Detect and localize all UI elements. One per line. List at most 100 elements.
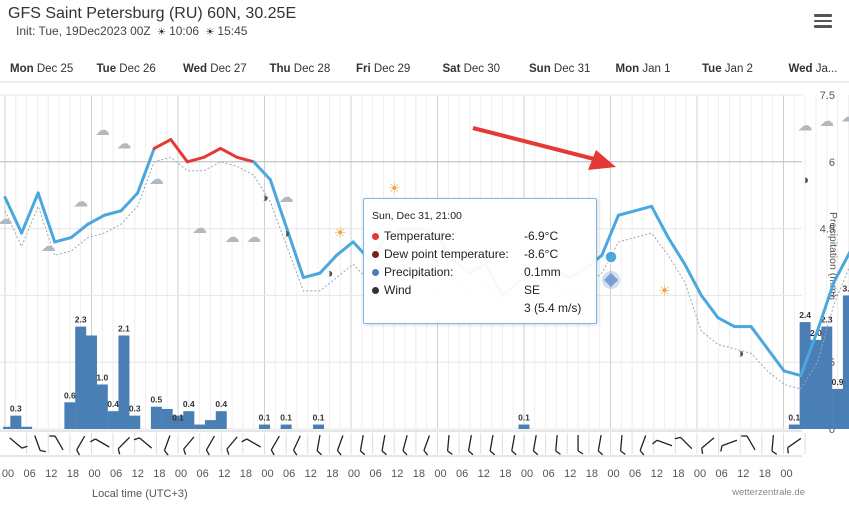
wind-barb-shaft (183, 436, 195, 450)
wind-barb-flag (555, 450, 561, 455)
temperature-line-segment (799, 329, 819, 378)
day-label: Mon Dec 25 (10, 63, 73, 75)
temperature-line-segment (318, 253, 339, 275)
temperature-line-segment (53, 236, 73, 244)
temperature-line-segment (600, 213, 620, 257)
wind-barb (9, 437, 28, 449)
wind-barb-shaft (771, 434, 775, 452)
wind-barb (117, 436, 131, 455)
moon-cloud-icon: ◑ (282, 226, 290, 241)
hour-tick-label: 12 (391, 468, 403, 480)
temperature-line-segment (815, 280, 836, 333)
wind-barb-flag (511, 450, 517, 456)
hour-tick-label: 00 (261, 468, 273, 480)
hour-tick-label: 06 (283, 468, 295, 480)
wind-barb (652, 439, 673, 447)
hour-tick-label: 12 (305, 468, 317, 480)
precip-bar (280, 424, 292, 429)
wind-barb-flag (49, 435, 56, 437)
sun-icon: ☀ (658, 282, 671, 298)
hour-tick-label: 06 (456, 468, 468, 480)
wind-barb-shaft (270, 435, 280, 451)
tooltip-label-wind: Wind (384, 283, 412, 297)
temperature-line-segment (766, 347, 786, 373)
precip-bar (10, 415, 22, 429)
wind-barb-shaft (381, 435, 386, 451)
wind-barb (423, 435, 431, 456)
temperature-line-segment (169, 138, 189, 164)
wind-barb-shaft (597, 435, 602, 451)
precip-bar (842, 295, 849, 429)
hour-tick-label: 18 (67, 468, 79, 480)
wind-barb-shaft (292, 435, 301, 451)
tooltip-label-precipitation: Precipitation: (384, 265, 454, 279)
day-label: Tue Jan 2 (702, 63, 753, 75)
hour-tick-label: 12 (737, 468, 749, 480)
precip-value-label: 3.0 (842, 283, 849, 293)
wind-barb-flag (336, 450, 342, 456)
wind-barb (619, 434, 626, 455)
temperature-line-segment (3, 195, 24, 235)
wind-barb-flag (205, 449, 210, 456)
precip-value-label: 0.9 (832, 377, 844, 387)
tooltip-value-wind-speed: 3 (5.4 m/s) (524, 301, 582, 315)
hour-tick-label: 00 (780, 468, 792, 480)
wind-barb-flag (76, 449, 81, 456)
temperature-line-segment (69, 222, 90, 240)
wind-barb-shaft (467, 435, 472, 451)
wind-barb-shaft (680, 436, 693, 450)
temperature-line-segment (616, 209, 637, 217)
temperature-line-segment (683, 262, 703, 297)
y2-tick-label: 0 (829, 424, 835, 436)
temperature-line-segment (666, 236, 687, 266)
init-line: Init: Tue, 19Dec2023 00Z ☀ 10:06 ☀ 15:45 (16, 24, 247, 38)
moon-cloud-icon: ◑ (325, 266, 333, 281)
temperature-line-segment (832, 250, 849, 284)
precip-value-label: 2.3 (821, 315, 833, 325)
wind-barb-flag (674, 436, 681, 440)
annotation-arrow-head (588, 150, 616, 170)
wind-barb-shaft (163, 435, 171, 451)
init-text: Init: Tue, 19Dec2023 00Z (16, 24, 151, 38)
precip-bar (172, 415, 184, 429)
hamburger-menu-icon[interactable] (814, 14, 832, 28)
cloud-icon: ☁ (73, 193, 88, 210)
wind-barb-flag (787, 447, 789, 454)
wind-barb-flag (720, 445, 723, 452)
y2-tick-label: 3 (829, 290, 835, 302)
wind-barb (89, 438, 110, 448)
wind-barb (597, 435, 604, 456)
wind-barb-flag (40, 449, 47, 453)
day-label: Wed Dec 27 (183, 63, 247, 75)
hour-tick-label: 12 (218, 468, 230, 480)
hour-tick-label: 00 (88, 468, 100, 480)
hour-tick-label: 06 (543, 468, 555, 480)
wind-barb (446, 434, 453, 455)
precip-bar (518, 424, 530, 429)
wind-barb-flag (402, 450, 408, 456)
wind-barb-shaft (489, 435, 494, 451)
wind-barb (49, 435, 64, 451)
tooltip-value-temperature: -6.9°C (524, 229, 559, 243)
wind-barb-shaft (246, 438, 261, 448)
hour-tick-label: 06 (716, 468, 728, 480)
hour-tick-label: 00 (607, 468, 619, 480)
temperature-line-segment (633, 204, 654, 213)
tooltip-value-precipitation: 0.1mm (524, 265, 561, 279)
temperature-line-segment (749, 325, 770, 351)
cloud-icon: ☁ (279, 189, 294, 206)
sun-icon: ☀ (388, 180, 401, 196)
page-title: GFS Saint Petersburg (RU) 60N, 30.25E (8, 5, 297, 22)
temperature-line-segment (650, 204, 670, 240)
precip-value-label: 0.1 (259, 413, 271, 423)
temperature-line-segment (219, 146, 239, 159)
precip-value-label: 0.4 (107, 399, 119, 409)
cloud-icon: ☁ (246, 229, 261, 246)
cloud-icon: ☁ (841, 109, 849, 126)
wind-barb-flag (423, 450, 429, 456)
precip-value-label: 0.3 (129, 404, 141, 414)
wind-barb (241, 438, 261, 448)
sunset-icon: ☀ (205, 27, 215, 38)
tooltip-row-dewpoint: Dew point temperature: -8.6°C (372, 247, 592, 261)
wind-barb-flag (89, 438, 96, 443)
